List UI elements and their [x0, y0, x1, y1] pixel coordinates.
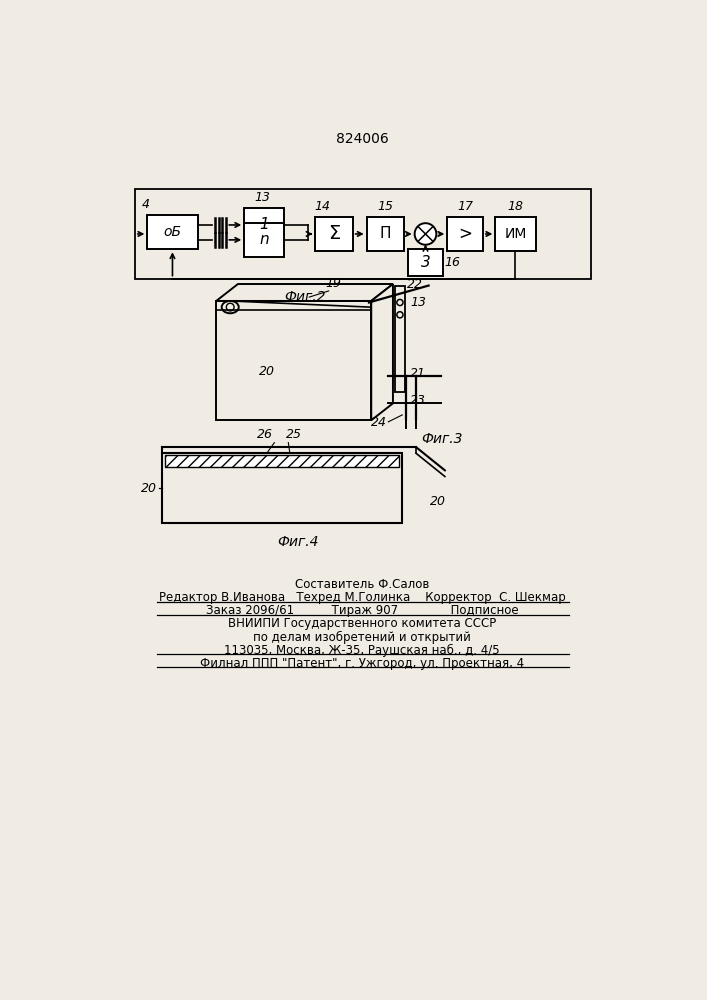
Circle shape [397, 312, 403, 318]
Bar [216, 301, 371, 420]
Text: ИМ: ИМ [504, 227, 527, 241]
Text: по делам изобретений и открытий: по делам изобретений и открытий [253, 631, 471, 644]
Bar [244, 223, 284, 257]
Text: П: П [380, 226, 391, 241]
Text: n: n [259, 232, 269, 247]
Text: Фиг.3: Фиг.3 [421, 432, 463, 446]
Text: 17: 17 [457, 200, 473, 213]
Text: 13: 13 [410, 296, 426, 309]
Text: 21: 21 [410, 367, 426, 380]
Text: 26: 26 [257, 428, 273, 441]
Text: 1: 1 [259, 217, 269, 232]
Circle shape [397, 299, 403, 306]
Text: Заказ 2096/61          Тираж 907              Подписное: Заказ 2096/61 Тираж 907 Подписное [206, 604, 518, 617]
Text: Фиг.4: Фиг.4 [277, 535, 318, 549]
Text: >: > [458, 225, 472, 243]
Text: 25: 25 [286, 428, 302, 441]
Text: 20: 20 [430, 495, 446, 508]
Text: Филнал ППП "Патент", г. Ужгород, ул. Проектная, 4: Филнал ППП "Патент", г. Ужгород, ул. Про… [200, 657, 524, 670]
Polygon shape [216, 284, 393, 301]
Bar [315, 217, 353, 251]
Bar [162, 453, 402, 523]
Polygon shape [371, 284, 393, 420]
Circle shape [226, 303, 234, 311]
Text: 22: 22 [407, 278, 423, 291]
Text: 23: 23 [410, 394, 426, 407]
Bar [147, 215, 198, 249]
Text: 24: 24 [370, 416, 387, 429]
Text: Σ: Σ [328, 224, 340, 243]
Text: 3: 3 [421, 255, 431, 270]
Bar [495, 217, 535, 251]
Text: 18: 18 [508, 200, 523, 213]
Bar [165, 455, 399, 466]
Text: 15: 15 [378, 200, 393, 213]
Text: 13: 13 [255, 191, 271, 204]
Text: 113035, Москва, Ж-35, Раушская наб., д. 4/5: 113035, Москва, Ж-35, Раушская наб., д. … [224, 644, 500, 657]
Bar [448, 217, 483, 251]
Text: Редактор В.Иванова   Техред М.Голинка    Корректор  С. Шекмар: Редактор В.Иванова Техред М.Голинка Корр… [158, 591, 566, 604]
Text: 20: 20 [141, 482, 158, 495]
Bar [367, 217, 404, 251]
Circle shape [414, 223, 436, 245]
Text: оБ: оБ [163, 225, 182, 239]
Text: 14: 14 [314, 200, 330, 213]
Bar [395, 286, 405, 392]
Bar [244, 208, 284, 242]
Bar [409, 249, 443, 276]
Text: Составитель Ф.Салов: Составитель Ф.Салов [295, 578, 429, 591]
Text: 824006: 824006 [336, 132, 388, 146]
Text: ВНИИПИ Государственного комитета СССР: ВНИИПИ Государственного комитета СССР [228, 617, 496, 630]
Text: 16: 16 [445, 256, 461, 269]
Text: 20: 20 [259, 365, 274, 378]
Bar [135, 189, 590, 279]
Text: 4: 4 [141, 198, 150, 211]
Text: Фиг.2: Фиг.2 [285, 290, 326, 304]
Ellipse shape [222, 301, 239, 313]
Text: 19: 19 [325, 277, 341, 290]
